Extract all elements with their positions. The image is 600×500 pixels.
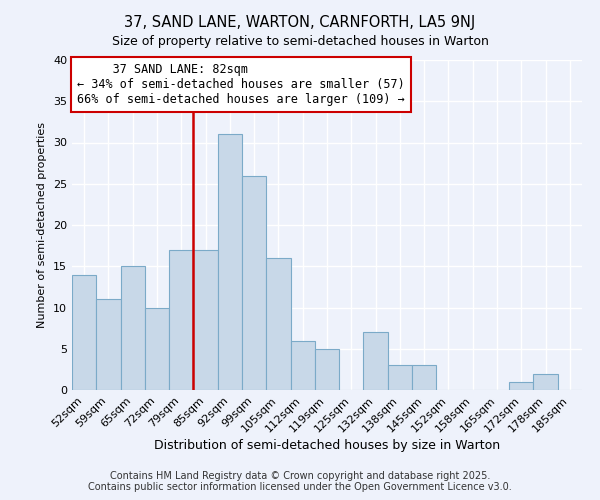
Bar [145, 308, 169, 390]
Text: Size of property relative to semi-detached houses in Warton: Size of property relative to semi-detach… [112, 35, 488, 48]
Y-axis label: Number of semi-detached properties: Number of semi-detached properties [37, 122, 47, 328]
Bar [72, 274, 96, 390]
X-axis label: Distribution of semi-detached houses by size in Warton: Distribution of semi-detached houses by … [154, 440, 500, 452]
Bar [193, 250, 218, 390]
Bar [412, 365, 436, 390]
Bar [509, 382, 533, 390]
Bar [315, 349, 339, 390]
Bar [96, 299, 121, 390]
Bar [364, 332, 388, 390]
Bar [266, 258, 290, 390]
Text: Contains HM Land Registry data © Crown copyright and database right 2025.
Contai: Contains HM Land Registry data © Crown c… [88, 471, 512, 492]
Bar [533, 374, 558, 390]
Bar [242, 176, 266, 390]
Bar [290, 340, 315, 390]
Text: 37, SAND LANE, WARTON, CARNFORTH, LA5 9NJ: 37, SAND LANE, WARTON, CARNFORTH, LA5 9N… [124, 15, 476, 30]
Bar [218, 134, 242, 390]
Bar [121, 266, 145, 390]
Bar [169, 250, 193, 390]
Bar [388, 365, 412, 390]
Text: 37 SAND LANE: 82sqm
← 34% of semi-detached houses are smaller (57)
66% of semi-d: 37 SAND LANE: 82sqm ← 34% of semi-detach… [77, 64, 405, 106]
